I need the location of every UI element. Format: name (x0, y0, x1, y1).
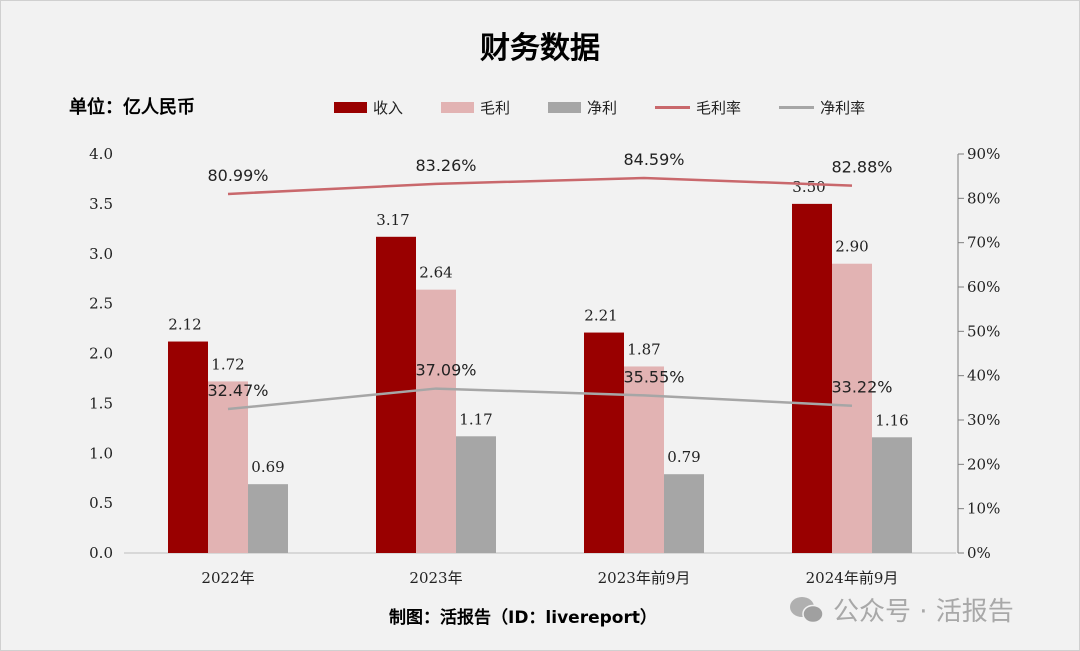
legend-label: 毛利率 (696, 99, 742, 117)
legend-item-gross-profit: 毛利 (441, 97, 510, 118)
bar-revenue (584, 332, 624, 553)
legend-swatch (441, 102, 475, 113)
legend-line (655, 106, 691, 109)
legend-label: 净利 (587, 99, 618, 117)
legend-item-net-margin: 净利率 (779, 97, 865, 118)
bar-revenue (168, 341, 208, 553)
bar-revenue (792, 203, 832, 553)
legend-label: 净利率 (820, 99, 866, 117)
data-label-revenue: 3.17 (376, 211, 409, 229)
legend-label: 毛利 (480, 99, 511, 117)
data-label-gross-margin: 83.26% (415, 156, 476, 175)
data-label-net-margin: 37.09% (415, 361, 476, 380)
right-tick-label: 60% (967, 278, 1000, 296)
data-label-net-margin: 33.22% (831, 378, 892, 397)
data-label-gross-margin: 80.99% (207, 166, 268, 185)
legend-item-net-profit: 净利 (548, 97, 617, 118)
data-label-gross-margin: 82.88% (831, 158, 892, 177)
bar-gross-profit (624, 366, 664, 553)
legend-label: 收入 (373, 99, 404, 117)
x-tick-label: 2023年 (409, 569, 462, 587)
legend-swatch (334, 102, 367, 113)
legend-item-revenue: 收入 (334, 97, 403, 118)
legend: 收入 毛利 净利 毛利率 净利率 (334, 97, 903, 118)
line-gross-margin (227, 176, 853, 196)
bar-net-profit (872, 437, 912, 553)
left-tick-label: 4.0 (89, 145, 113, 163)
legend-item-gross-margin: 毛利率 (655, 97, 741, 118)
bar-net-profit (664, 474, 704, 553)
data-label-revenue: 2.12 (168, 316, 201, 334)
data-label-gross-profit: 2.90 (835, 238, 868, 256)
left-tick-label: 0.0 (89, 544, 113, 562)
bar-gross-profit (208, 381, 248, 553)
watermark: 公众号 · 活报告 (789, 591, 1014, 628)
left-tick-label: 3.0 (89, 245, 113, 263)
right-tick-label: 70% (967, 234, 1000, 252)
left-tick-label: 2.0 (89, 345, 113, 363)
bar-gross-profit (832, 263, 872, 553)
data-label-revenue: 2.21 (584, 307, 617, 325)
data-label-revenue: 3.50 (792, 178, 825, 196)
chart-title: 财务数据 (480, 31, 600, 66)
left-tick-label: 2.5 (89, 295, 113, 313)
data-label-net-profit: 1.16 (875, 411, 908, 429)
data-label-gross-profit: 2.64 (419, 264, 452, 282)
watermark-text: 公众号 · 活报告 (833, 597, 1014, 627)
data-label-net-margin: 32.47% (207, 381, 268, 400)
right-tick-label: 40% (967, 367, 1000, 385)
data-label-net-profit: 0.69 (251, 458, 284, 476)
data-label-gross-profit: 1.87 (627, 340, 660, 358)
data-label-net-profit: 1.17 (459, 410, 492, 428)
left-tick-label: 3.5 (89, 195, 113, 213)
data-label-net-margin: 35.55% (623, 367, 684, 386)
footer-credit: 制图：活报告（ID：livereport） (389, 608, 657, 628)
left-tick-label: 1.5 (89, 394, 113, 412)
x-tick-label: 2022年 (201, 569, 254, 587)
left-tick-label: 0.5 (89, 494, 113, 512)
right-tick-label: 50% (967, 322, 1000, 340)
right-tick-label: 20% (967, 455, 1000, 473)
line-net-margin (227, 387, 853, 411)
left-tick-label: 1.0 (89, 444, 113, 462)
data-label-gross-margin: 84.59% (623, 150, 684, 169)
right-tick-label: 10% (967, 500, 1000, 518)
right-tick-label: 90% (967, 145, 1000, 163)
bar-net-profit (248, 484, 288, 553)
bar-net-profit (456, 436, 496, 553)
x-tick-label: 2023年前9月 (598, 569, 691, 587)
right-tick-label: 30% (967, 411, 1000, 429)
right-tick-label: 0% (967, 544, 991, 562)
x-tick-label: 2024年前9月 (806, 569, 899, 587)
data-label-gross-profit: 1.72 (211, 355, 244, 373)
wechat-icon (790, 596, 824, 623)
legend-swatch (548, 102, 582, 113)
legend-line (779, 106, 815, 109)
right-tick-label: 80% (967, 189, 1000, 207)
unit-label: 单位：亿人民币 (69, 97, 195, 118)
data-label-net-profit: 0.79 (667, 448, 700, 466)
bar-gross-profit (416, 289, 456, 553)
